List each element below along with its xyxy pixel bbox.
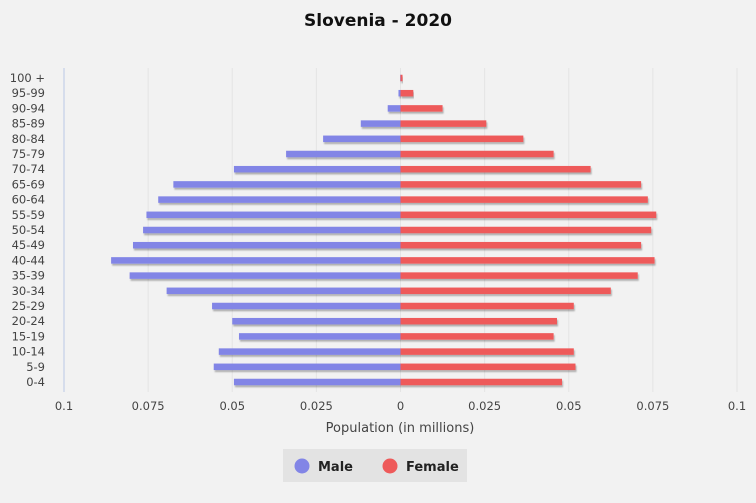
- bar-male-35-39[interactable]: [129, 272, 401, 279]
- bar-male-65-69[interactable]: [173, 181, 401, 188]
- y-tick-label: 20-24: [12, 314, 45, 328]
- bar-male-30-34[interactable]: [166, 287, 401, 295]
- y-tick-label: 40-44: [12, 253, 45, 267]
- chart-title: Slovenia - 2020: [304, 11, 452, 31]
- y-tick-label: 0-4: [26, 375, 45, 389]
- bar-female-25-29[interactable]: [400, 302, 574, 310]
- legend-swatch-male: [294, 458, 310, 474]
- x-axis-ticks: 0.1 0.075 0.05 0.025 0 0.025 0.05 0.075 0.1: [55, 399, 746, 413]
- bar-male-50-54[interactable]: [143, 226, 401, 234]
- bar-female-80-84[interactable]: [400, 135, 524, 143]
- bar-male-0-4[interactable]: [233, 378, 401, 386]
- bar-male-100+[interactable]: [400, 74, 401, 82]
- y-tick-label: 70-74: [12, 162, 45, 176]
- bar-male-95-99[interactable]: [398, 89, 401, 97]
- bar-female-90-94[interactable]: [400, 105, 443, 112]
- bar-male-70-74[interactable]: [233, 165, 401, 173]
- bar-male-45-49[interactable]: [132, 241, 401, 249]
- y-tick-label: 10-14: [12, 345, 45, 359]
- bar-female-5-9[interactable]: [400, 363, 576, 371]
- y-tick-label: 35-39: [12, 269, 45, 283]
- bar-female-35-39[interactable]: [400, 272, 638, 279]
- bar-male-5-9[interactable]: [213, 363, 401, 371]
- bar-female-75-79[interactable]: [400, 150, 554, 158]
- bar-female-95-99[interactable]: [400, 89, 414, 97]
- x-tick-label: 0.025: [300, 399, 333, 413]
- bar-female-30-34[interactable]: [400, 287, 611, 295]
- y-tick-label: 75-79: [12, 147, 45, 161]
- x-tick-label: 0: [397, 399, 404, 413]
- y-tick-label: 85-89: [12, 117, 45, 131]
- bar-female-50-54[interactable]: [400, 226, 652, 234]
- bar-female-0-4[interactable]: [400, 378, 563, 386]
- bar-female-70-74[interactable]: [400, 165, 591, 173]
- legend-label-male[interactable]: Male: [318, 460, 353, 475]
- y-tick-label: 65-69: [12, 177, 45, 191]
- bar-male-55-59[interactable]: [146, 211, 401, 219]
- y-tick-label: 95-99: [12, 86, 45, 100]
- x-tick-label: 0.1: [55, 399, 73, 413]
- bar-male-15-19[interactable]: [238, 333, 401, 340]
- y-tick-label: 50-54: [12, 223, 45, 237]
- x-tick-label: 0.05: [219, 399, 245, 413]
- bar-male-80-84[interactable]: [323, 135, 401, 143]
- y-tick-label: 100 +: [10, 71, 45, 85]
- legend-label-female[interactable]: Female: [406, 460, 459, 475]
- y-tick-label: 90-94: [12, 101, 45, 115]
- legend-box: [283, 449, 467, 482]
- legend: Male Female: [283, 449, 467, 482]
- bar-male-85-89[interactable]: [360, 120, 401, 127]
- bar-male-25-29[interactable]: [212, 302, 401, 310]
- bar-female-15-19[interactable]: [400, 333, 554, 340]
- bar-female-60-64[interactable]: [400, 196, 648, 203]
- y-tick-label: 30-34: [12, 284, 45, 298]
- y-tick-label: 55-59: [12, 208, 45, 222]
- bar-male-40-44[interactable]: [111, 257, 401, 264]
- x-axis-label: Population (in millions): [326, 421, 475, 436]
- bar-male-60-64[interactable]: [158, 196, 401, 203]
- bar-female-85-89[interactable]: [400, 120, 487, 127]
- y-tick-label: 5-9: [26, 360, 45, 374]
- x-tick-label: 0.075: [636, 399, 669, 413]
- bar-female-10-14[interactable]: [400, 348, 574, 355]
- legend-swatch-female: [382, 458, 398, 474]
- x-tick-label: 0.05: [556, 399, 582, 413]
- y-tick-label: 45-49: [12, 238, 45, 252]
- bar-female-65-69[interactable]: [400, 181, 642, 188]
- x-tick-label: 0.075: [132, 399, 165, 413]
- bar-male-75-79[interactable]: [286, 150, 401, 158]
- bar-female-45-49[interactable]: [400, 241, 642, 249]
- bars: [111, 74, 657, 386]
- x-tick-label: 0.1: [728, 399, 746, 413]
- bar-male-20-24[interactable]: [232, 317, 401, 325]
- bar-female-55-59[interactable]: [400, 211, 657, 219]
- bar-female-20-24[interactable]: [400, 317, 557, 325]
- y-tick-label: 60-64: [12, 193, 45, 207]
- y-tick-label: 25-29: [12, 299, 45, 313]
- bar-female-40-44[interactable]: [400, 257, 655, 264]
- y-tick-label: 15-19: [12, 329, 45, 343]
- x-tick-label: 0.025: [468, 399, 501, 413]
- bar-female-100+[interactable]: [400, 74, 403, 82]
- bar-male-10-14[interactable]: [218, 348, 401, 355]
- bar-male-90-94[interactable]: [387, 105, 401, 112]
- y-tick-label: 80-84: [12, 132, 45, 146]
